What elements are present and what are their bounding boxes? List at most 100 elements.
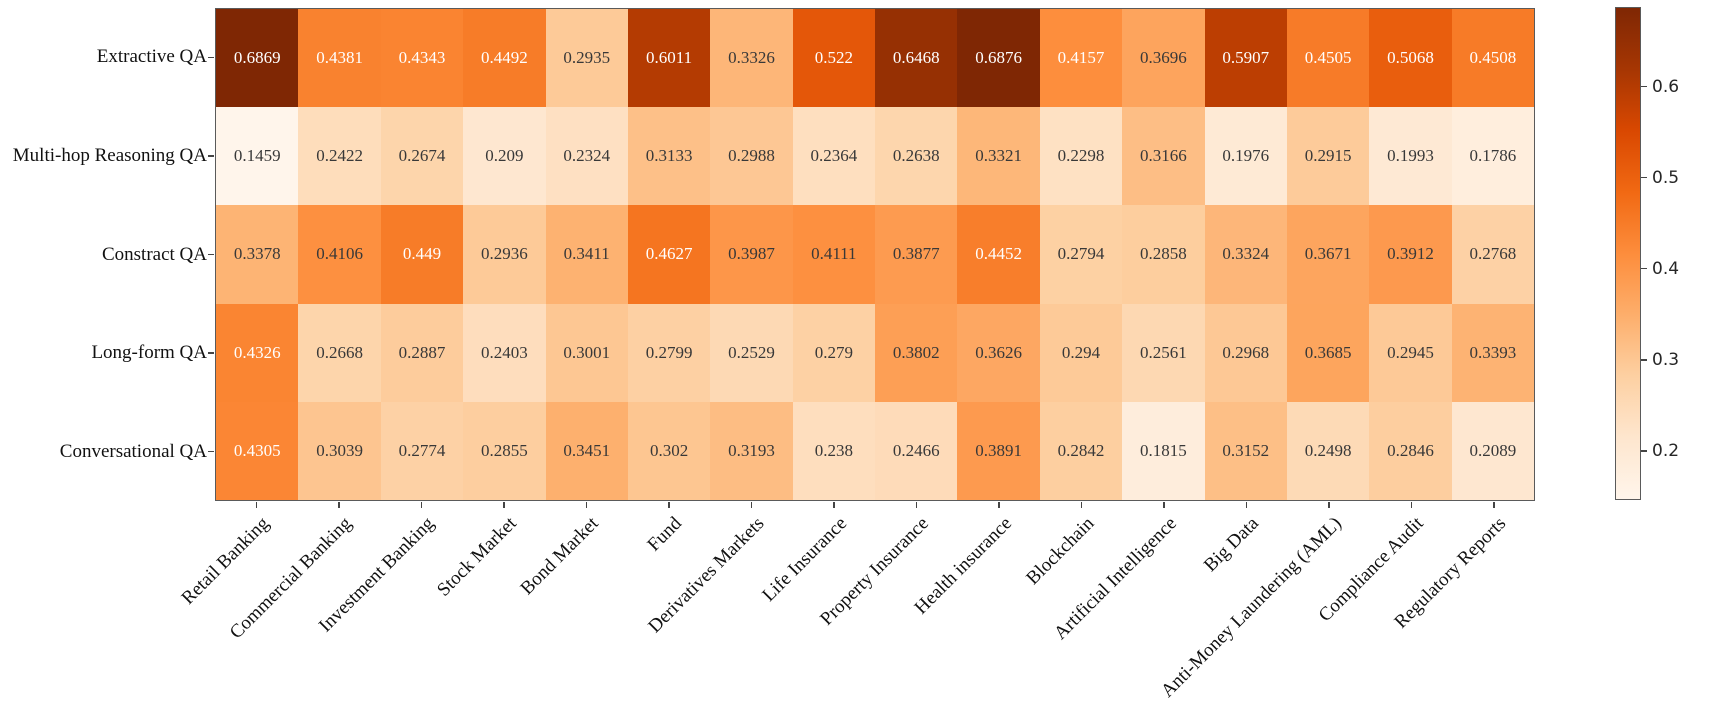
cell-value: 0.3912 — [1387, 244, 1434, 264]
plot-area: 0.6869 0.4381 0.4343 0.4492 0.2935 0.6011 0.33… — [215, 8, 1535, 501]
heatmap-cell: 0.3001 — [545, 303, 628, 402]
heatmap-cell: 0.2846 — [1369, 401, 1452, 500]
cell-value: 0.4452 — [975, 244, 1022, 264]
heatmap-cell: 0.3451 — [545, 401, 628, 500]
heatmap-cell: 0.3393 — [1451, 303, 1534, 402]
cell-value: 0.5907 — [1222, 48, 1270, 68]
row-label: Constract QA — [101, 243, 207, 265]
cell-value: 0.6011 — [646, 48, 693, 68]
x-tick — [420, 502, 422, 508]
col-label: Bond Market — [516, 513, 604, 600]
colorbar-tick-label: 0.5 — [1652, 167, 1680, 188]
x-tick — [915, 502, 917, 508]
cell-value: 0.449 — [402, 244, 442, 264]
cell-value: 0.5068 — [1387, 48, 1434, 68]
heatmap-cell: 0.2638 — [875, 107, 958, 206]
colorbar-tick — [1641, 359, 1647, 361]
x-tick — [1080, 502, 1082, 508]
x-tick — [833, 502, 835, 508]
heatmap-cell: 0.3671 — [1286, 205, 1370, 304]
heatmap-cell: 0.3166 — [1122, 107, 1205, 206]
cell-value: 0.4157 — [1057, 48, 1105, 68]
heatmap-cell: 0.2858 — [1122, 205, 1205, 304]
col-label: Fund — [643, 513, 686, 556]
heatmap-cell: 0.4326 — [216, 303, 299, 402]
colorbar-tick — [1641, 267, 1647, 270]
heatmap-cell: 0.2936 — [463, 205, 546, 304]
cell-value: 0.2768 — [1469, 244, 1517, 264]
cell-value: 0.3039 — [316, 440, 363, 460]
cell-value: 0.2794 — [1057, 244, 1105, 264]
col-label: Blockchain — [1022, 513, 1099, 590]
cell-value: 0.2466 — [892, 440, 940, 460]
heatmap-cell: 0.2529 — [710, 303, 793, 402]
heatmap-cell: 0.2968 — [1204, 303, 1287, 402]
x-tick — [668, 502, 670, 508]
heatmap-cell: 0.3321 — [957, 107, 1040, 206]
cell-value: 0.279 — [814, 342, 853, 362]
y-tick — [208, 450, 214, 453]
cell-value: 0.3987 — [728, 244, 775, 264]
x-tick — [1163, 502, 1165, 508]
heatmap-cell: 0.2768 — [1451, 205, 1534, 304]
cell-value: 0.1786 — [1469, 146, 1517, 166]
cell-value: 0.4508 — [1469, 48, 1517, 68]
heatmap-cell: 0.2774 — [380, 401, 464, 500]
cell-value: 0.4111 — [811, 244, 857, 264]
cell-value: 0.3877 — [892, 244, 940, 264]
heatmap-cell: 0.3877 — [875, 205, 958, 304]
y-tick — [208, 155, 214, 157]
heatmap-cell: 0.294 — [1039, 303, 1123, 402]
cell-value: 0.3133 — [645, 146, 693, 166]
cell-value: 0.2855 — [480, 440, 528, 460]
row-label: Conversational QA — [59, 440, 207, 462]
heatmap-cell: 0.3685 — [1286, 303, 1370, 402]
heatmap-cell: 0.2668 — [298, 303, 381, 402]
heatmap-cell: 0.3891 — [957, 401, 1040, 500]
heatmap-cell: 0.4452 — [957, 205, 1040, 304]
cell-value: 0.2842 — [1057, 440, 1105, 460]
cell-value: 0.2529 — [728, 342, 775, 362]
colorbar — [1615, 7, 1641, 500]
heatmap-cell: 0.522 — [792, 9, 875, 108]
x-tick — [1410, 502, 1412, 508]
cell-value: 0.302 — [649, 440, 689, 460]
cell-value: 0.4343 — [398, 48, 446, 68]
row-label: Multi-hop Reasoning QA — [12, 144, 207, 166]
heatmap-cell: 0.2887 — [380, 303, 464, 402]
col-label: Big Data — [1200, 513, 1264, 576]
heatmap-cell: 0.2855 — [463, 401, 546, 500]
cell-value: 0.1459 — [233, 146, 281, 166]
cell-value: 0.3671 — [1304, 244, 1352, 264]
cell-value: 0.2668 — [316, 342, 363, 362]
heatmap-cell: 0.238 — [792, 401, 875, 500]
cell-value: 0.1993 — [1387, 146, 1434, 166]
cell-value: 0.3626 — [975, 342, 1022, 362]
heatmap-cell: 0.3039 — [298, 401, 381, 500]
cell-value: 0.2858 — [1139, 244, 1187, 264]
cell-value: 0.4381 — [316, 48, 363, 68]
cell-value: 0.2498 — [1304, 440, 1352, 460]
cell-value: 0.4106 — [316, 244, 363, 264]
cell-value: 0.2674 — [398, 146, 446, 166]
cell-value: 0.3152 — [1222, 440, 1270, 460]
y-tick — [208, 253, 214, 256]
cell-value: 0.3451 — [563, 440, 611, 460]
heatmap-cell: 0.4111 — [792, 205, 875, 304]
cell-value: 0.2846 — [1387, 440, 1434, 460]
heatmap-cell: 0.4627 — [627, 205, 711, 304]
cell-value: 0.3321 — [975, 146, 1022, 166]
heatmap-cell: 0.2988 — [710, 107, 793, 206]
cell-value: 0.3696 — [1139, 48, 1187, 68]
heatmap-cell: 0.3193 — [710, 401, 793, 500]
cell-value: 0.2936 — [480, 244, 528, 264]
heatmap-cell: 0.3626 — [957, 303, 1040, 402]
heatmap-cell: 0.4505 — [1286, 9, 1370, 108]
cell-value: 0.4305 — [233, 440, 281, 460]
heatmap-cell: 0.302 — [627, 401, 711, 500]
colorbar-tick — [1641, 450, 1647, 452]
cell-value: 0.6468 — [892, 48, 940, 68]
heatmap-cell: 0.2945 — [1369, 303, 1452, 402]
heatmap-cell: 0.3912 — [1369, 205, 1452, 304]
x-tick — [255, 502, 257, 508]
